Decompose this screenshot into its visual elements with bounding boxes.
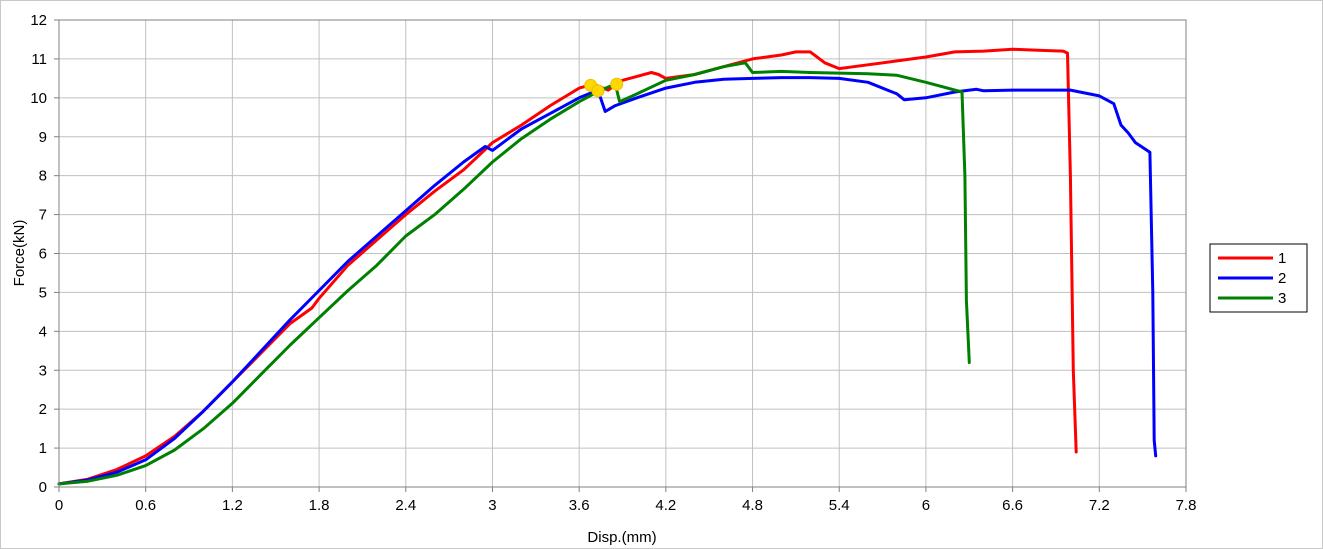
x-tick-label: 3.6 [569, 497, 590, 514]
peak-marker [591, 84, 605, 98]
legend: 1 2 3 [1209, 243, 1308, 313]
plot-border [58, 19, 1187, 488]
x-tick-label: 6.6 [1002, 497, 1023, 514]
x-tick-label: 1.2 [222, 497, 243, 514]
x-tick-label: 0 [55, 497, 63, 514]
legend-label: 3 [1278, 290, 1286, 307]
y-tick-label: 11 [31, 51, 47, 68]
series-line-3 [57, 61, 971, 486]
x-tick-label: 6 [922, 497, 930, 514]
x-tick-label: 2.4 [395, 497, 416, 514]
x-tick-label: 1.8 [309, 497, 330, 514]
y-tick-label: 1 [39, 440, 47, 457]
series-line-2 [57, 76, 1158, 486]
x-tick-label: 5.4 [829, 497, 850, 514]
y-tick-label: 8 [39, 168, 47, 185]
y-tick-label: 3 [39, 362, 47, 379]
x-tick-labels: 0 0.6 1.2 1.8 2.4 3 3.6 4.2 4.8 5.4 6 6.6 7.2 7.8 [55, 497, 1197, 514]
legend-label: 1 [1278, 250, 1286, 267]
y-axis-title: Force(kN) [11, 220, 28, 287]
marker-group [584, 77, 624, 98]
y-tick-label: 10 [30, 90, 47, 107]
y-tick-label: 12 [30, 12, 47, 29]
y-tick-label: 6 [39, 246, 47, 263]
x-tick-label: 7.2 [1089, 497, 1110, 514]
y-tick-label: 0 [39, 479, 47, 496]
x-tick-label: 7.8 [1176, 497, 1197, 514]
y-tick-label: 2 [39, 401, 47, 418]
x-axis-title: Disp.(mm) [587, 529, 656, 546]
legend-label: 2 [1278, 270, 1286, 287]
x-tick-label: 4.2 [655, 497, 676, 514]
series-group [57, 47, 1158, 486]
x-tick-label: 0.6 [135, 497, 156, 514]
series-line-1 [57, 47, 1078, 486]
y-tick-label: 9 [39, 129, 47, 146]
x-tick-label: 4.8 [742, 497, 763, 514]
y-tick-label: 7 [39, 207, 47, 224]
y-tick-label: 5 [39, 284, 47, 301]
y-tick-label: 4 [39, 323, 47, 340]
peak-marker [610, 77, 624, 91]
x-tick-label: 3 [488, 497, 496, 514]
